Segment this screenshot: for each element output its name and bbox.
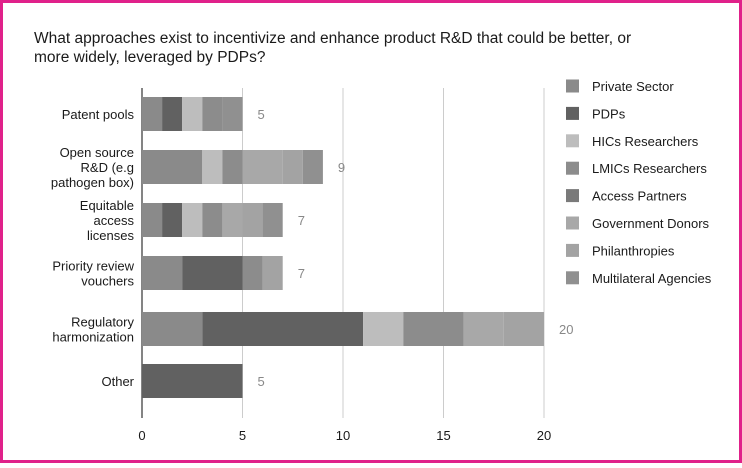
total-label: 7 (298, 213, 305, 228)
bar-segment (242, 203, 263, 237)
bar-segment (142, 256, 183, 290)
category-label: Regulatory (71, 315, 134, 330)
bar-segment (182, 256, 243, 290)
legend-label: LMICs Researchers (592, 161, 707, 176)
bar-segment (142, 364, 243, 398)
gridlines (141, 88, 545, 418)
legend-label: Private Sector (592, 79, 674, 94)
bar-segment (463, 312, 504, 346)
bar-segment (202, 203, 223, 237)
category-label: Patent pools (62, 107, 135, 122)
bar-segment (503, 312, 544, 346)
category-label: access (94, 213, 135, 228)
total-label: 20 (559, 322, 573, 337)
x-tick-label: 5 (239, 428, 246, 443)
legend-swatch (566, 134, 579, 148)
bar-segment (142, 203, 163, 237)
bar-total-labels: 5 9 7 7 20 5 (258, 107, 574, 389)
category-label: pathogen box) (51, 175, 134, 190)
legend-label: Government Donors (592, 216, 710, 231)
bar-segment (142, 97, 163, 131)
bar-segment (182, 203, 203, 237)
bar-segment (222, 97, 243, 131)
chart-title-line-1: What approaches exist to incentivize and… (34, 30, 631, 47)
chart-title-line-2: more widely, leveraged by PDPs? (34, 49, 266, 66)
bar-segment (222, 203, 243, 237)
bar-segment (142, 312, 203, 346)
bar-segment (242, 256, 263, 290)
x-tick-labels: 0 5 10 15 20 (138, 428, 551, 443)
bar-segment (403, 312, 464, 346)
category-label: Other (101, 374, 134, 389)
bar-segment (282, 150, 303, 184)
category-label: vouchers (81, 274, 134, 289)
x-tick-label: 10 (336, 428, 350, 443)
legend-label: PDPs (592, 106, 626, 121)
bar-segment (202, 150, 223, 184)
bar-segment (302, 150, 323, 184)
bar-segment (363, 312, 404, 346)
bar-segment (222, 150, 243, 184)
bar-segment (242, 150, 283, 184)
x-tick-label: 15 (436, 428, 450, 443)
legend-swatch (566, 106, 579, 120)
category-label: Open source (60, 145, 134, 160)
bar-segment (202, 312, 364, 346)
category-label: R&D (e.g (81, 160, 134, 175)
legend-swatch (566, 161, 579, 175)
bar-segments (142, 97, 544, 398)
bar-segment (262, 256, 283, 290)
x-tick-label: 20 (537, 428, 551, 443)
legend-swatch (566, 243, 579, 257)
bar-segment (202, 97, 223, 131)
total-label: 9 (338, 160, 345, 175)
legend-label: Philanthropies (592, 243, 675, 258)
bar-segment (142, 150, 203, 184)
category-label: harmonization (52, 330, 134, 345)
legend-label: Multilateral Agencies (592, 271, 712, 286)
legend-swatch (566, 189, 579, 203)
legend: Private Sector PDPs HICs Researchers LMICs … (566, 79, 712, 286)
category-label: Equitable (80, 198, 134, 213)
bar-segment (262, 203, 283, 237)
legend-label: HICs Researchers (592, 134, 699, 149)
bar-segment (162, 97, 183, 131)
legend-swatch (566, 216, 579, 230)
legend-label: Access Partners (592, 189, 687, 204)
category-label: Priority review (52, 259, 134, 274)
bar-segment (162, 203, 183, 237)
legend-swatch (566, 271, 579, 285)
legend-swatch (566, 79, 579, 93)
total-label: 5 (258, 107, 265, 122)
bar-segment (182, 97, 203, 131)
total-label: 5 (258, 374, 265, 389)
total-label: 7 (298, 266, 305, 281)
x-tick-label: 0 (138, 428, 145, 443)
category-label: licenses (87, 228, 134, 243)
